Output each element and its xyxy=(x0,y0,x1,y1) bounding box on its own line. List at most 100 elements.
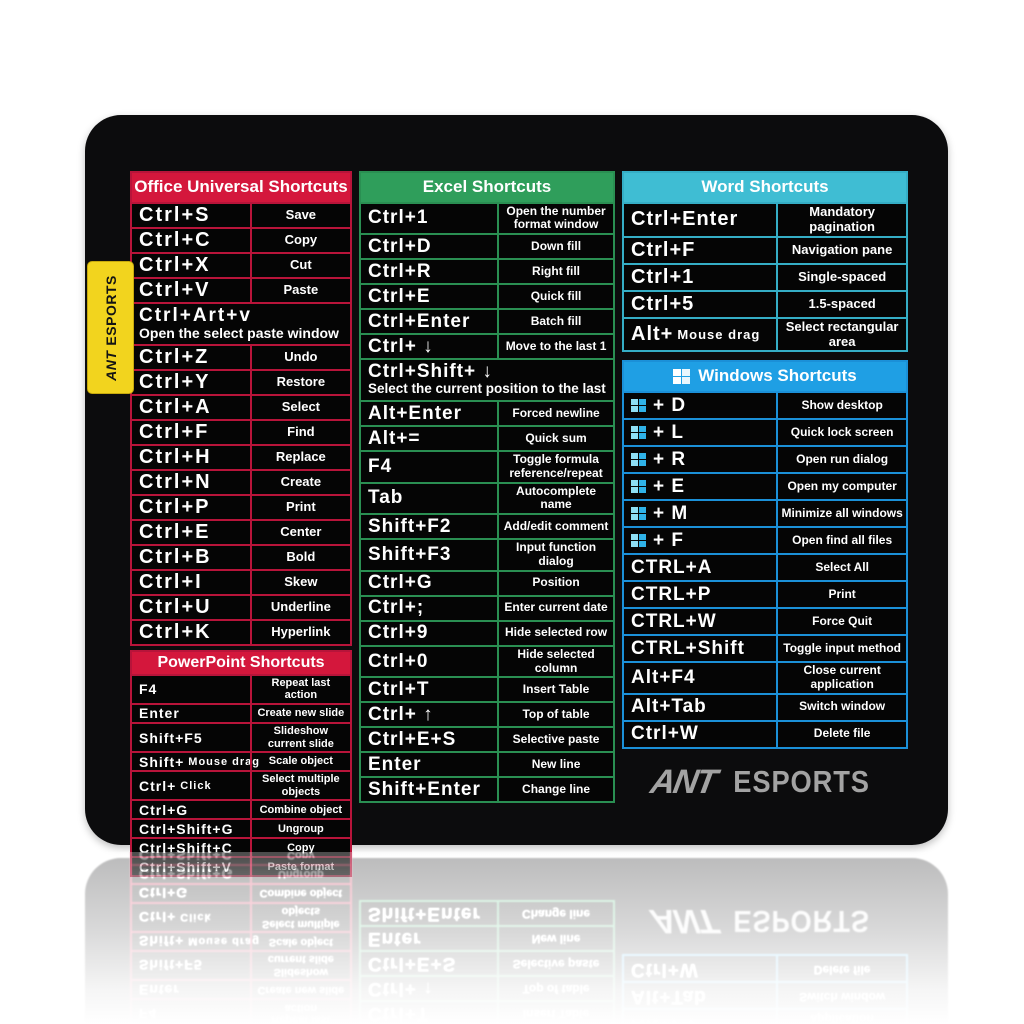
office-shortcuts-rows: Ctrl+S Save Ctrl+C Copy Ctrl+X Cut Ctrl+V Paste… xyxy=(132,201,350,645)
shortcut-row: Ctrl+N Create xyxy=(132,469,350,495)
shortcut-key: CTRL+A xyxy=(631,556,713,578)
logo-ant-text: ANT xyxy=(647,762,719,801)
shortcut-description: Right fill xyxy=(497,260,613,284)
side-tag-text: ANT ESPORTS xyxy=(103,275,119,381)
shortcut-row: Shift+F2 Add/edit comment xyxy=(361,513,613,539)
shortcut-row: Ctrl+X Cut xyxy=(132,251,350,277)
shortcut-key: Tab xyxy=(368,487,404,509)
shortcut-key-modifier: Click xyxy=(180,779,212,792)
shortcut-row: + D Show desktop xyxy=(624,391,906,419)
shortcut-description: Ungroup xyxy=(249,820,350,838)
shortcut-key: Shift+Enter xyxy=(368,778,481,800)
shortcut-row: Ctrl+G Position xyxy=(361,569,613,595)
shortcut-row: + R Open run dialog xyxy=(624,445,906,473)
shortcut-description: Force Quit xyxy=(776,609,906,635)
shortcut-description: Print xyxy=(249,496,350,520)
shortcut-description: Replace xyxy=(249,446,350,470)
shortcut-key: Ctrl+B xyxy=(139,546,212,569)
shortcut-key: Ctrl+C xyxy=(139,228,212,251)
shortcut-key: Ctrl+V xyxy=(139,278,211,301)
shortcut-key: + M xyxy=(624,501,776,526)
shortcut-row: Shift+F5 Slideshow current slide xyxy=(132,721,350,752)
shortcut-description: Input function dialog xyxy=(497,540,613,570)
windows-shortcuts-title: Windows Shortcuts xyxy=(698,366,857,386)
ant-esports-logo: ANT ESPORTS xyxy=(622,763,908,802)
shortcut-key: Enter xyxy=(139,705,180,722)
shortcut-row: Ctrl+B Bold xyxy=(132,544,350,570)
word-shortcuts-table: Word Shortcuts Ctrl+Enter Mandatory pagin… xyxy=(622,171,908,353)
shortcut-description: Position xyxy=(497,571,613,595)
shortcut-row: Ctrl+Z Undo xyxy=(132,344,350,370)
shortcut-description: Select rectangular area xyxy=(776,318,906,351)
shortcut-description: Hyperlink xyxy=(249,621,350,645)
shortcut-row: Ctrl+I Skew xyxy=(132,569,350,595)
shortcut-row: Tab Autocomplete name xyxy=(361,481,613,514)
shortcut-row: Ctrl+Y Restore xyxy=(132,369,350,395)
shortcut-description: 1.5-spaced xyxy=(776,291,906,317)
shortcut-key: Ctrl+D xyxy=(368,235,432,257)
windows-logo-icon xyxy=(631,480,646,494)
shortcut-key: CTRL+W xyxy=(631,610,717,632)
side-tag-esports: ESPORTS xyxy=(102,274,119,346)
shortcut-description: Select the current position to the last xyxy=(368,381,606,397)
shortcut-row: Ctrl+R Right fill xyxy=(361,258,613,284)
shortcut-key: F4 xyxy=(139,681,158,698)
shortcut-description: Select xyxy=(249,396,350,420)
shortcut-key: Ctrl+N xyxy=(139,471,212,494)
shortcut-key: Ctrl+Click xyxy=(139,777,212,794)
shortcut-description: Quick sum xyxy=(497,427,613,451)
shortcut-description: Move to the last 1 xyxy=(497,335,613,359)
shortcut-description: New line xyxy=(497,753,613,777)
shortcut-description: Down fill xyxy=(497,235,613,259)
shortcut-row: Ctrl+; Enter current date xyxy=(361,594,613,620)
shortcut-row: Ctrl+T Insert Table xyxy=(361,676,613,702)
reflection: ANTESPORTS Office Universal Shortcuts Ct… xyxy=(0,852,1024,1024)
word-shortcuts-header: Word Shortcuts xyxy=(624,173,906,202)
shortcut-key: Ctrl+P xyxy=(139,496,211,519)
shortcut-row: Alt+Tab Switch window xyxy=(624,692,906,720)
shortcut-description: Copy xyxy=(249,228,350,252)
shortcut-key: Ctrl+Y xyxy=(139,371,211,394)
shortcut-key-modifier: Mouse drag xyxy=(677,327,761,342)
shortcut-description: Create new slide xyxy=(249,704,350,722)
shortcut-description: Delete file xyxy=(776,721,906,747)
shortcut-key: Ctrl+Shift+C xyxy=(139,839,233,856)
shortcut-key: Ctrl+F xyxy=(631,238,696,261)
shortcut-description: Selective paste xyxy=(497,728,613,752)
shortcut-row: Ctrl+W Delete file xyxy=(624,719,906,747)
shortcut-description: Bold xyxy=(249,546,350,570)
shortcut-key: Ctrl+0 xyxy=(368,650,429,672)
shortcut-key: Ctrl+T xyxy=(368,678,430,700)
shortcut-description: Print xyxy=(776,582,906,608)
shortcut-row: Ctrl+Shift+ ↓ Select the current position… xyxy=(361,358,613,400)
shortcut-row: Ctrl+9 Hide selected row xyxy=(361,619,613,645)
shortcut-row: Ctrl+E Center xyxy=(132,519,350,545)
logo-esports-text: ESPORTS xyxy=(732,763,870,799)
shortcut-description: Open the number format window xyxy=(497,203,613,234)
shortcut-description: Cut xyxy=(249,253,350,277)
shortcut-key: Ctrl+Enter xyxy=(631,208,739,231)
shortcut-description: Quick lock screen xyxy=(776,420,906,446)
shortcut-row: + L Quick lock screen xyxy=(624,418,906,446)
shortcut-row: Enter Create new slide xyxy=(132,702,350,722)
shortcut-description: Open the select paste window xyxy=(139,324,339,341)
shortcut-description: Select All xyxy=(776,555,906,581)
shortcut-row: Ctrl+Shift+G Ungroup xyxy=(132,818,350,838)
shortcut-key: Ctrl+E xyxy=(368,285,431,307)
windows-logo-icon xyxy=(631,507,646,521)
shortcut-description: Open my computer xyxy=(776,474,906,500)
column-middle: Excel Shortcuts Ctrl+1 Open the number fo… xyxy=(359,171,615,835)
shortcut-key: Ctrl+9 xyxy=(368,622,429,644)
powerpoint-shortcuts-header: PowerPoint Shortcuts xyxy=(132,652,350,674)
shortcut-key: Ctrl+Z xyxy=(139,346,210,369)
shortcut-key: Enter xyxy=(368,753,422,775)
shortcut-description: Hide selected row xyxy=(497,621,613,645)
shortcut-key: Ctrl+S xyxy=(139,203,211,226)
shortcut-description: Toggle input method xyxy=(776,636,906,662)
shortcut-row: Ctrl+H Replace xyxy=(132,444,350,470)
windows-shortcuts-header: Windows Shortcuts xyxy=(624,362,906,392)
ant-esports-side-tag: ANT ESPORTS xyxy=(87,261,134,394)
